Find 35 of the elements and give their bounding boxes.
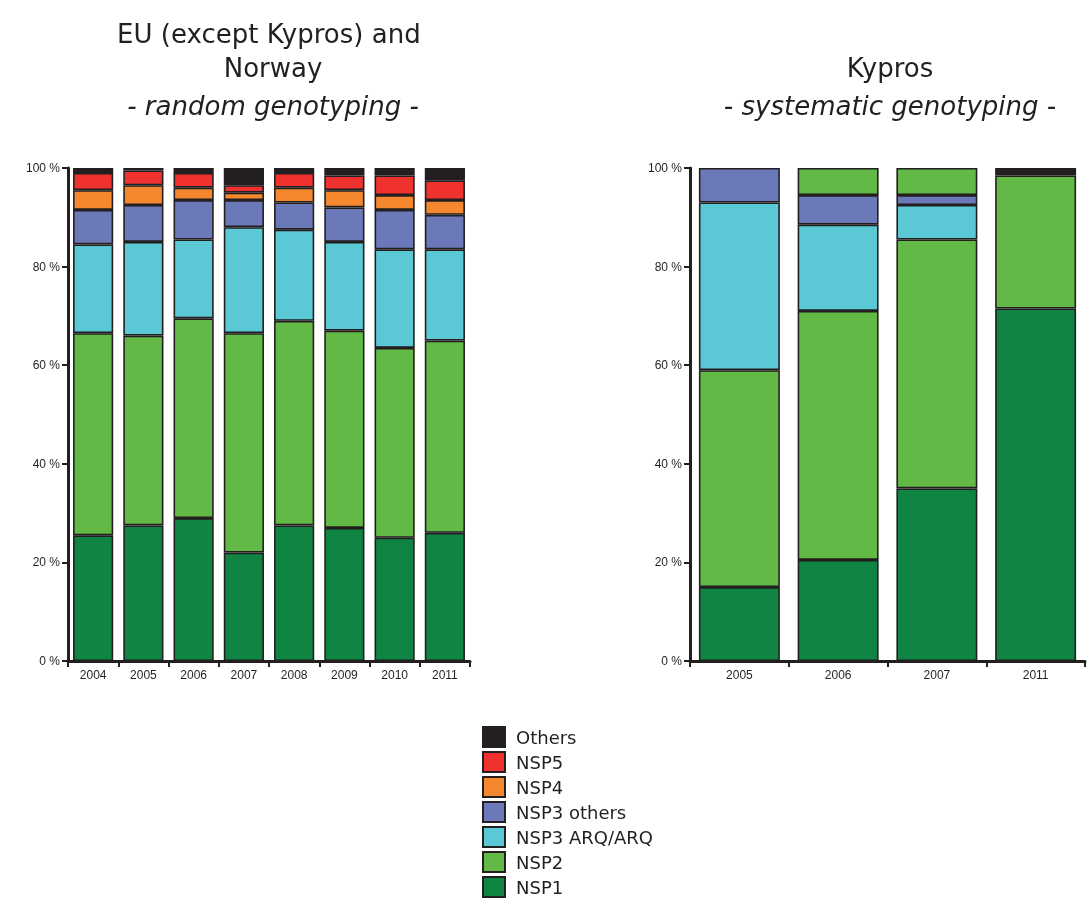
y-tick-label: 0 % [39,654,61,668]
chart-subtitle: - random genotyping - [127,91,419,121]
legend-label: NSP4 [516,776,564,798]
legend-label: Others [516,726,577,748]
x-tick-label: 2005 [130,668,158,682]
y-tick-label: 0 % [661,654,683,668]
y-tick-label: 80 % [654,259,683,274]
x-tick-label: 2005 [726,668,754,682]
x-tick-label: 2008 [280,668,308,682]
y-tick-label: 60 % [654,358,683,373]
y-tick-label: 40 % [654,456,683,471]
x-tick-label: 2006 [824,668,852,682]
y-tick-label: 100 % [647,161,683,175]
x-tick-label: 2009 [331,668,359,682]
y-tick-label: 20 % [32,555,61,570]
legend-label: NSP1 [516,876,564,898]
x-tick-label: 2007 [230,668,258,682]
x-tick-label: 2007 [923,668,951,682]
legend-label: NSP3 ARQ/ARQ [516,826,653,848]
x-tick-label: 2006 [180,668,208,682]
y-tick-label: 60 % [32,358,61,373]
chart-title: EU (except Kypros) and Norway [117,19,429,83]
y-tick-label: 20 % [654,555,683,570]
legend-label: NSP2 [516,851,564,873]
chart-subtitle: - systematic genotyping - [723,91,1057,121]
x-tick-label: 2011 [1022,668,1049,682]
legend-label: NSP5 [516,751,564,773]
y-tick-label: 40 % [32,456,61,471]
y-tick-label: 80 % [32,259,61,274]
x-tick-label: 2010 [381,668,409,682]
legend-label: NSP3 others [516,801,627,823]
chart-title: Kypros [846,53,934,83]
x-tick-label: 2011 [431,668,459,682]
y-tick-label: 100 % [25,161,61,175]
x-tick-label: 2004 [79,668,107,682]
